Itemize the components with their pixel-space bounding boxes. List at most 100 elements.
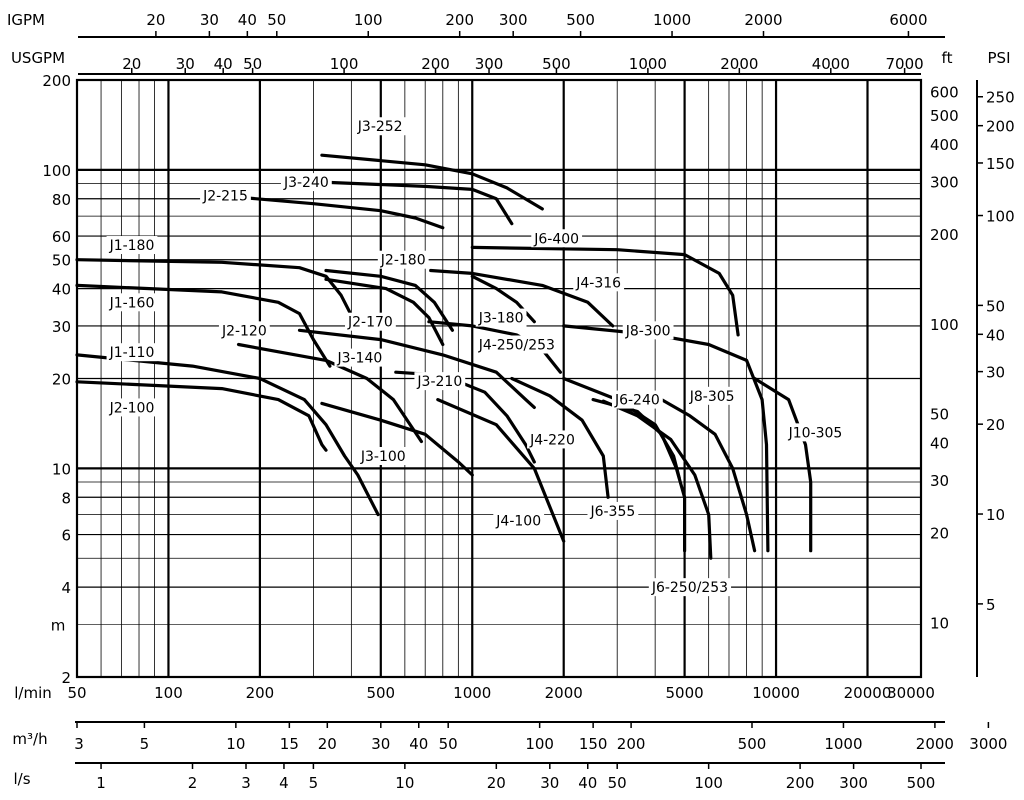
m3h-tick-label: 3000 [969,735,1007,753]
m-tick-label: 30 [52,318,71,336]
curve-label-j4-100: J4-100 [495,513,541,529]
psi-tick-label: 150 [986,155,1015,173]
chart-grid [75,78,923,679]
igpm-unit-label: IGPM [7,11,45,29]
ls-tick-label: 200 [786,774,815,792]
igpm-tick-label: 2000 [744,11,782,29]
m3h-tick-label: 2000 [916,735,954,753]
igpm-tick-label: 300 [499,11,528,29]
lmin-tick-label: 500 [366,684,395,702]
m-tick-label: 4 [61,579,71,597]
pump-curve-j3-100 [320,401,474,477]
curve-label-j3-140: J3-140 [336,351,382,367]
curve-label-background [493,511,545,530]
m3h-tick-label: 15 [280,735,299,753]
curve-label-j2-180: J2-180 [380,253,426,269]
m3h-tick-label: 10 [226,735,245,753]
igpm-tick-label: 100 [354,11,383,29]
pump-curve-j2-120 [236,342,423,444]
lmin-tick-label: 20000 [844,684,892,702]
lmin-tick-label: 5000 [666,684,704,702]
pump-curve-j4-220 [510,376,610,499]
pump-curve-j8-305 [660,398,757,553]
usgpm-tick-label: 30 [176,55,195,73]
pump-curve-j2-170 [324,277,445,347]
curve-label-j3-252: J3-252 [357,119,403,135]
m-tick-label: 20 [52,371,71,389]
curve-label-background [200,186,251,205]
curve-label-j4-220: J4-220 [529,432,575,448]
ls-tick-label: 100 [694,774,723,792]
lmin-tick-label: 30000 [887,684,935,702]
ft-tick-label: 400 [930,136,959,154]
usgpm-tick-label: 7000 [886,55,924,73]
m3h-tick-label: 150 [579,735,608,753]
ls-tick-label: 300 [839,774,868,792]
lmin-tick-label: 50 [67,684,86,702]
ls-tick-label: 50 [608,774,627,792]
ls-tick-label: 40 [578,774,597,792]
curve-label-background [475,335,558,354]
ft-tick-label: 500 [930,107,959,125]
igpm-tick-label: 20 [146,11,165,29]
psi-tick-label: 250 [986,89,1015,107]
pump-curve-j4-100 [436,398,566,543]
m-unit-label: m [51,616,66,634]
curve-label-background [414,372,466,391]
psi-tick-label: 100 [986,208,1015,226]
m-tick-label: 100 [42,162,71,180]
curve-label-background [785,423,846,442]
psi-unit-label: PSI [988,49,1011,67]
ft-tick-label: 200 [930,226,959,244]
igpm-tick-label: 6000 [889,11,927,29]
curve-label-background [334,348,386,367]
psi-tick-label: 5 [986,596,996,614]
curve-label-j3-210: J3-210 [416,374,462,390]
m-tick-label: 50 [52,252,71,270]
usgpm-tick-label: 50 [243,55,262,73]
ls-tick-label: 3 [241,774,251,792]
psi-tick-label: 10 [986,506,1005,524]
lmin-tick-label: 200 [246,684,275,702]
ls-tick-label: 20 [487,774,506,792]
pump-curve-j1-110 [75,353,380,517]
curve-label-background [106,398,158,417]
curve-label-background [527,430,578,449]
curve-label-background [648,578,732,597]
curve-label-background [475,308,527,327]
pump-curve-j3-252 [320,153,544,211]
ft-tick-label: 20 [930,525,949,543]
curve-label-background [357,447,409,466]
m3h-unit-label: m³/h [12,730,47,748]
ls-tick-label: 4 [279,774,289,792]
usgpm-tick-label: 500 [542,55,571,73]
ls-tick-label: 5 [309,774,319,792]
ft-tick-label: 300 [930,173,959,191]
m3h-tick-label: 5 [140,735,150,753]
psi-tick-label: 20 [986,416,1005,434]
psi-tick-label: 30 [986,364,1005,382]
lmin-tick-label: 1000 [453,684,491,702]
usgpm-unit-label: USGPM [11,49,65,67]
curve-label-j3-180: J3-180 [478,311,524,327]
curve-label-j3-100: J3-100 [360,449,406,465]
curve-label-j1-160: J1-160 [109,295,155,311]
m3h-tick-label: 3 [74,735,84,753]
curve-label-j2-100: J2-100 [109,400,155,416]
curve-label-background [106,236,158,255]
curve-label-background [280,173,332,192]
ls-tick-label: 30 [540,774,559,792]
igpm-tick-label: 200 [445,11,474,29]
m-tick-label: 2 [61,669,71,687]
m-tick-label: 200 [42,72,71,90]
m3h-tick-label: 500 [738,735,767,753]
curve-label-j1-110: J1-110 [109,345,155,361]
curve-label-background [377,250,429,269]
psi-tick-label: 40 [986,326,1005,344]
chart-axes: 2 4 6 8 10 20 30 40 50 60 80 100 200 m 50 100 200 500 1000… [7,11,1015,792]
usgpm-tick-label: 300 [475,55,504,73]
usgpm-tick-label: 200 [421,55,450,73]
curve-label-background [106,343,158,362]
pump-curve-j2-180 [324,268,454,332]
lmin-unit-label: l/min [14,684,52,702]
